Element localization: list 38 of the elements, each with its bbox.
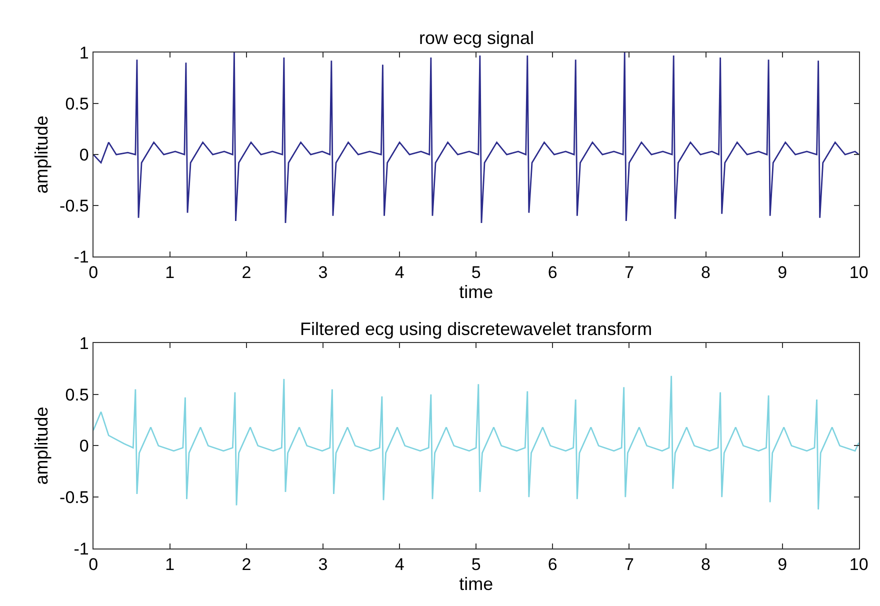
x-tick-label: 1 [165, 554, 175, 574]
x-tick-label: 6 [548, 554, 558, 574]
chart-title: row ecg signal [419, 28, 534, 48]
x-axis-title: time [459, 282, 494, 302]
line-series [93, 375, 859, 510]
x-axis-title: time [459, 574, 494, 594]
x-tick-label: 9 [778, 263, 788, 282]
x-tick-label: 8 [701, 263, 711, 282]
x-tick-label: 9 [778, 554, 788, 574]
x-tick-label: 4 [394, 554, 404, 574]
y-tick-label: 0 [79, 436, 89, 456]
x-tick-label: 2 [242, 263, 252, 282]
y-tick-label: -1 [74, 248, 89, 267]
x-tick-label: 10 [849, 263, 868, 282]
y-tick-label: -1 [74, 539, 89, 558]
x-tick-label: 6 [548, 263, 558, 282]
y-tick-label: 1 [79, 43, 89, 62]
x-tick-label: 8 [701, 554, 711, 574]
y-tick-label: 0.5 [65, 94, 89, 114]
x-tick-label: 7 [624, 554, 634, 574]
x-tick-label: 3 [318, 554, 328, 574]
y-tick-label: 0 [79, 146, 89, 165]
y-tick-label: -0.5 [60, 196, 89, 216]
x-tick-label: 2 [242, 554, 252, 574]
x-tick-label: 1 [165, 263, 175, 282]
y-axis-title: amplitude [32, 406, 52, 485]
y-tick-label: -0.5 [60, 488, 89, 508]
y-axis-title: amplitude [32, 116, 52, 194]
chart-title: Filtered ecg using discretewavelet transform [300, 319, 652, 339]
y-tick-label: 1 [79, 334, 89, 353]
x-tick-label: 3 [318, 263, 328, 282]
x-tick-label: 5 [471, 554, 481, 574]
y-tick-label: 0.5 [65, 385, 89, 404]
line-series [93, 52, 859, 224]
x-tick-label: 10 [849, 554, 868, 574]
x-tick-label: 4 [394, 263, 404, 282]
x-tick-label: 7 [624, 263, 634, 282]
x-tick-label: 5 [471, 263, 481, 282]
